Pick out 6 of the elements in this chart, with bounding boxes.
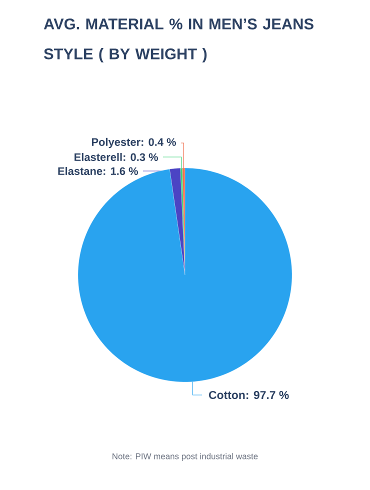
slice-label: Elastane: 1.6 %	[58, 166, 138, 176]
slice-label: Elasterell: 0.3 %	[74, 152, 158, 162]
slice-label: Polyester: 0.4 %	[92, 138, 176, 148]
text: Note: PIW means post industrial waste	[112, 453, 258, 461]
slice-label: Cotton: 97.7 %	[208, 390, 289, 400]
chart-title: AVG. MATERIAL % IN MEN’S JEANS STYLE ( BY WEIGHT )	[44, 18, 314, 62]
